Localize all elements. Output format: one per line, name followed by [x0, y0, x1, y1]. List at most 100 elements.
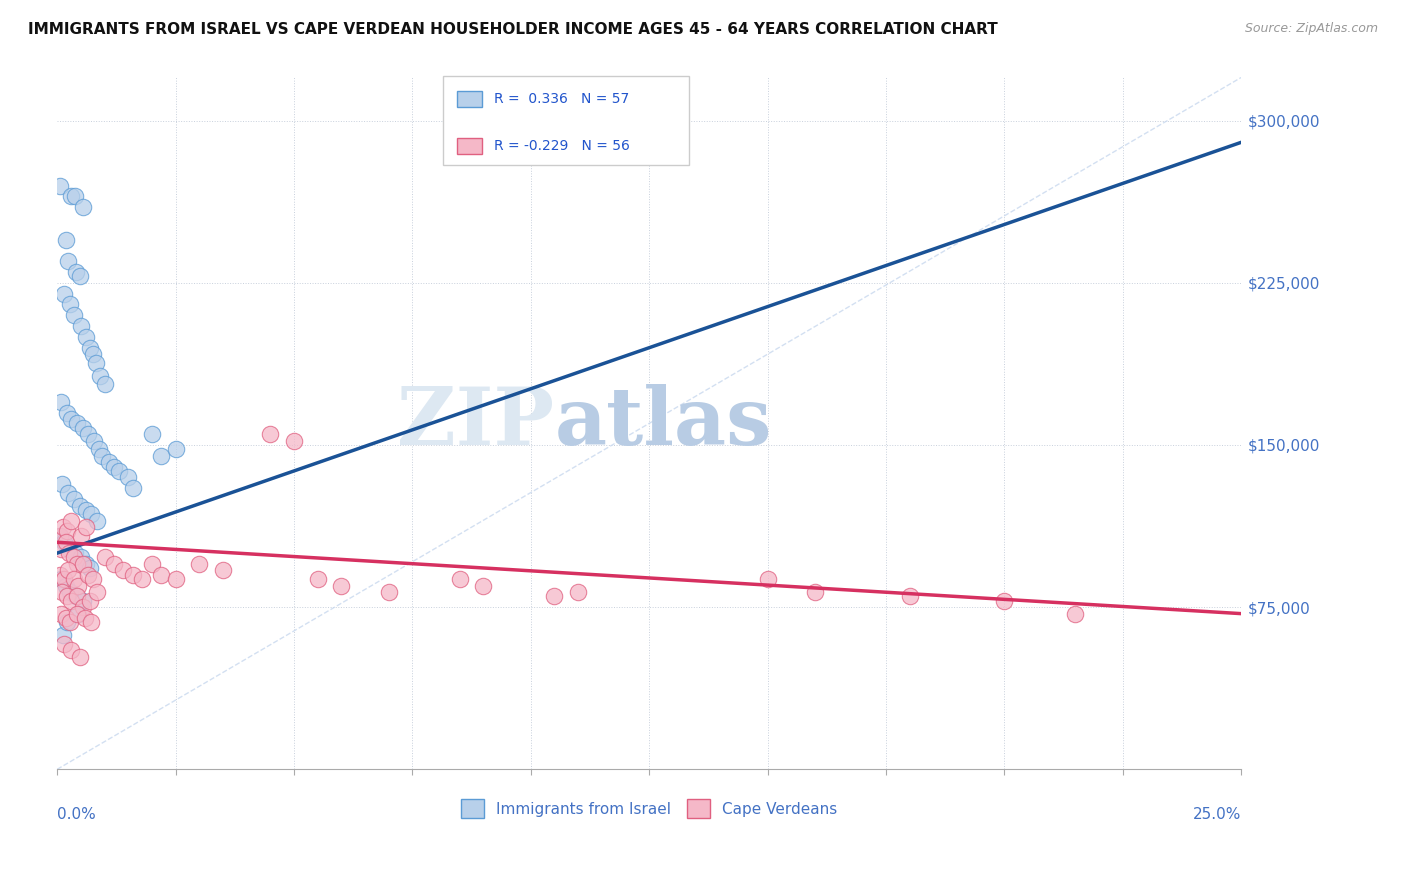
- Point: [79, 561, 101, 575]
- Point: [56, 563, 79, 577]
- Point: [72, 593, 94, 607]
- Point: [98, 455, 121, 469]
- Point: [131, 572, 153, 586]
- Text: R =  0.336   N = 57: R = 0.336 N = 57: [494, 92, 628, 106]
- Point: [75, 557, 97, 571]
- Point: [55, 233, 77, 247]
- Point: [82, 572, 104, 586]
- Point: [122, 481, 145, 495]
- Point: [67, 578, 90, 592]
- Point: [86, 585, 108, 599]
- Point: [89, 368, 111, 383]
- Point: [165, 442, 187, 457]
- Point: [82, 347, 104, 361]
- Text: IMMIGRANTS FROM ISRAEL VS CAPE VERDEAN HOUSEHOLDER INCOME AGES 45 - 64 YEARS COR: IMMIGRANTS FROM ISRAEL VS CAPE VERDEAN H…: [28, 22, 998, 37]
- Point: [91, 449, 114, 463]
- Legend: Immigrants from Israel, Cape Verdeans: Immigrants from Israel, Cape Verdeans: [456, 793, 844, 824]
- Point: [51, 476, 73, 491]
- Point: [73, 611, 96, 625]
- Point: [55, 535, 77, 549]
- Point: [150, 449, 173, 463]
- Point: [49, 607, 72, 621]
- Point: [55, 524, 77, 539]
- Point: [66, 607, 89, 621]
- Point: [53, 535, 76, 549]
- Point: [117, 470, 139, 484]
- Point: [55, 615, 77, 630]
- Point: [898, 590, 921, 604]
- Point: [72, 420, 94, 434]
- Point: [58, 546, 80, 560]
- Point: [56, 254, 79, 268]
- Point: [84, 356, 107, 370]
- Point: [259, 427, 281, 442]
- Point: [75, 520, 97, 534]
- Point: [69, 649, 91, 664]
- Point: [107, 464, 129, 478]
- Point: [449, 572, 471, 586]
- Point: [66, 417, 89, 431]
- Point: [55, 590, 77, 604]
- Point: [86, 514, 108, 528]
- Point: [62, 550, 84, 565]
- Point: [49, 572, 72, 586]
- Text: ZIP: ZIP: [398, 384, 554, 462]
- Point: [141, 557, 163, 571]
- Point: [756, 572, 779, 586]
- Point: [472, 578, 495, 592]
- Point: [993, 593, 1015, 607]
- Text: 25.0%: 25.0%: [1192, 807, 1241, 822]
- Point: [63, 189, 86, 203]
- Point: [377, 585, 399, 599]
- Point: [72, 200, 94, 214]
- Point: [75, 330, 97, 344]
- Point: [188, 557, 211, 571]
- Point: [83, 434, 105, 448]
- Point: [93, 550, 115, 565]
- Point: [69, 269, 91, 284]
- Point: [804, 585, 827, 599]
- Text: atlas: atlas: [554, 384, 772, 462]
- Point: [122, 567, 145, 582]
- Point: [48, 529, 70, 543]
- Point: [59, 585, 82, 599]
- Text: 0.0%: 0.0%: [58, 807, 96, 822]
- Point: [65, 590, 87, 604]
- Point: [141, 427, 163, 442]
- Point: [49, 541, 72, 556]
- Point: [52, 628, 75, 642]
- Point: [58, 541, 80, 556]
- Point: [60, 643, 83, 657]
- Point: [60, 593, 83, 607]
- Point: [63, 546, 86, 560]
- Point: [69, 499, 91, 513]
- Point: [567, 585, 589, 599]
- Point: [55, 611, 77, 625]
- Point: [70, 529, 93, 543]
- Point: [55, 578, 77, 592]
- Point: [60, 189, 83, 203]
- Point: [283, 434, 305, 448]
- Point: [60, 412, 83, 426]
- Point: [48, 178, 70, 193]
- Point: [55, 406, 77, 420]
- Point: [60, 514, 83, 528]
- Point: [56, 485, 79, 500]
- Point: [103, 459, 125, 474]
- Point: [62, 572, 84, 586]
- Point: [112, 563, 135, 577]
- Point: [67, 607, 90, 621]
- Point: [72, 557, 94, 571]
- Point: [93, 377, 115, 392]
- Point: [51, 585, 73, 599]
- Point: [66, 590, 89, 604]
- Point: [543, 590, 565, 604]
- Point: [59, 297, 82, 311]
- Point: [48, 529, 70, 543]
- Point: [1064, 607, 1087, 621]
- Point: [75, 503, 97, 517]
- Point: [66, 557, 89, 571]
- Point: [48, 567, 70, 582]
- Point: [307, 572, 329, 586]
- Point: [150, 567, 173, 582]
